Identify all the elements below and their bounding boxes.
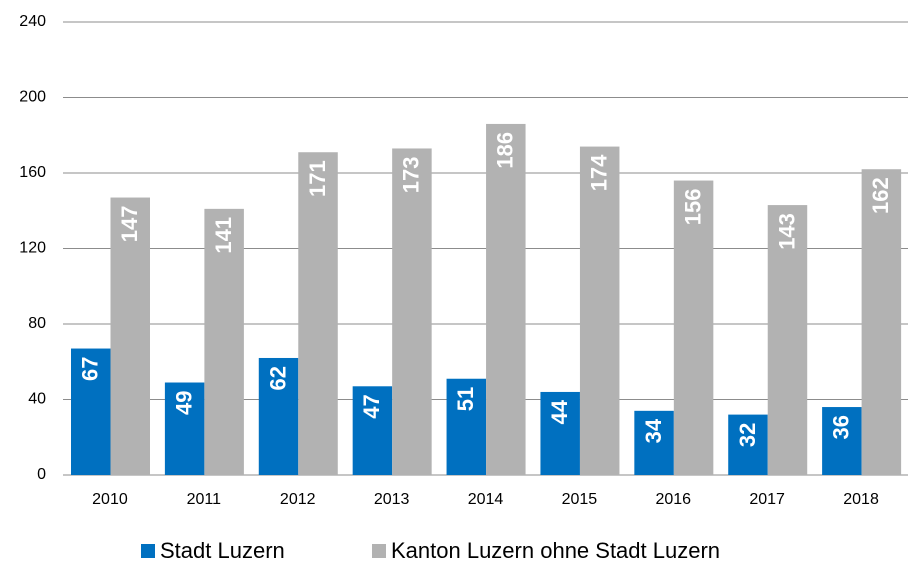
y-tick-label: 240	[19, 13, 46, 30]
x-tick-label: 2010	[92, 491, 128, 508]
bar	[861, 169, 902, 475]
data-label: 156	[680, 189, 705, 226]
x-tick-label: 2018	[843, 491, 879, 508]
data-label: 174	[587, 154, 612, 191]
data-label: 143	[774, 213, 799, 250]
x-tick-label: 2013	[374, 491, 410, 508]
data-label: 162	[868, 177, 893, 214]
y-tick-label: 160	[19, 164, 46, 181]
bar	[728, 414, 768, 475]
y-tick-label: 200	[19, 89, 46, 106]
bar	[767, 205, 808, 475]
bar	[298, 152, 338, 476]
data-label: 44	[547, 399, 572, 424]
x-tick-label: 2012	[280, 491, 316, 508]
legend-swatch	[141, 544, 155, 558]
bar	[110, 197, 150, 475]
data-label: 173	[399, 156, 424, 193]
bar	[673, 180, 714, 476]
y-tick-label: 80	[28, 315, 46, 332]
data-label: 147	[117, 206, 142, 243]
x-tick-label: 2014	[468, 491, 504, 508]
bar	[258, 357, 299, 475]
y-tick-label: 0	[37, 466, 46, 483]
bar	[446, 378, 487, 475]
legend-label: Stadt Luzern	[160, 538, 285, 563]
data-label: 47	[359, 394, 384, 418]
x-tick-label: 2015	[562, 491, 598, 508]
y-tick-label: 120	[19, 240, 46, 257]
y-tick-label: 40	[28, 391, 46, 408]
data-label: 186	[493, 132, 518, 169]
bar	[634, 410, 674, 475]
data-label: 32	[735, 423, 760, 447]
bar	[486, 123, 526, 476]
data-label: 171	[305, 160, 330, 197]
bar	[579, 146, 620, 475]
data-label: 67	[78, 357, 103, 381]
data-label: 36	[829, 415, 854, 439]
bar	[540, 391, 580, 475]
data-label: 141	[211, 217, 236, 254]
x-tick-label: 2016	[655, 491, 691, 508]
bar	[392, 148, 432, 475]
legend-swatch	[372, 544, 386, 558]
bar	[71, 348, 111, 475]
bar	[204, 208, 244, 476]
data-label: 49	[171, 391, 196, 415]
bar	[164, 382, 205, 475]
legend-label: Kanton Luzern ohne Stadt Luzern	[391, 538, 720, 563]
bar	[352, 386, 393, 475]
data-label: 62	[265, 366, 290, 390]
data-label: 34	[641, 418, 666, 443]
x-tick-label: 2011	[187, 491, 222, 508]
x-tick-label: 2017	[749, 491, 785, 508]
bar	[822, 407, 862, 475]
data-label: 51	[453, 387, 478, 411]
